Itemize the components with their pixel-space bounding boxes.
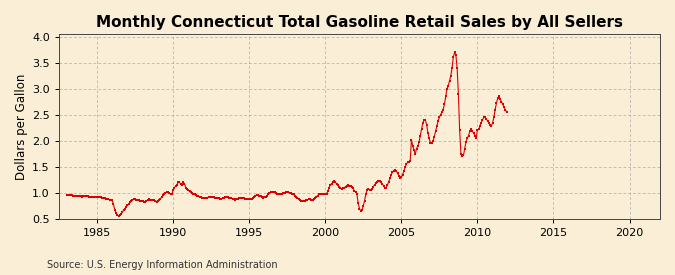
Text: Source: U.S. Energy Information Administration: Source: U.S. Energy Information Administ… [47, 260, 278, 270]
Y-axis label: Dollars per Gallon: Dollars per Gallon [15, 73, 28, 180]
Title: Monthly Connecticut Total Gasoline Retail Sales by All Sellers: Monthly Connecticut Total Gasoline Retai… [96, 15, 623, 30]
